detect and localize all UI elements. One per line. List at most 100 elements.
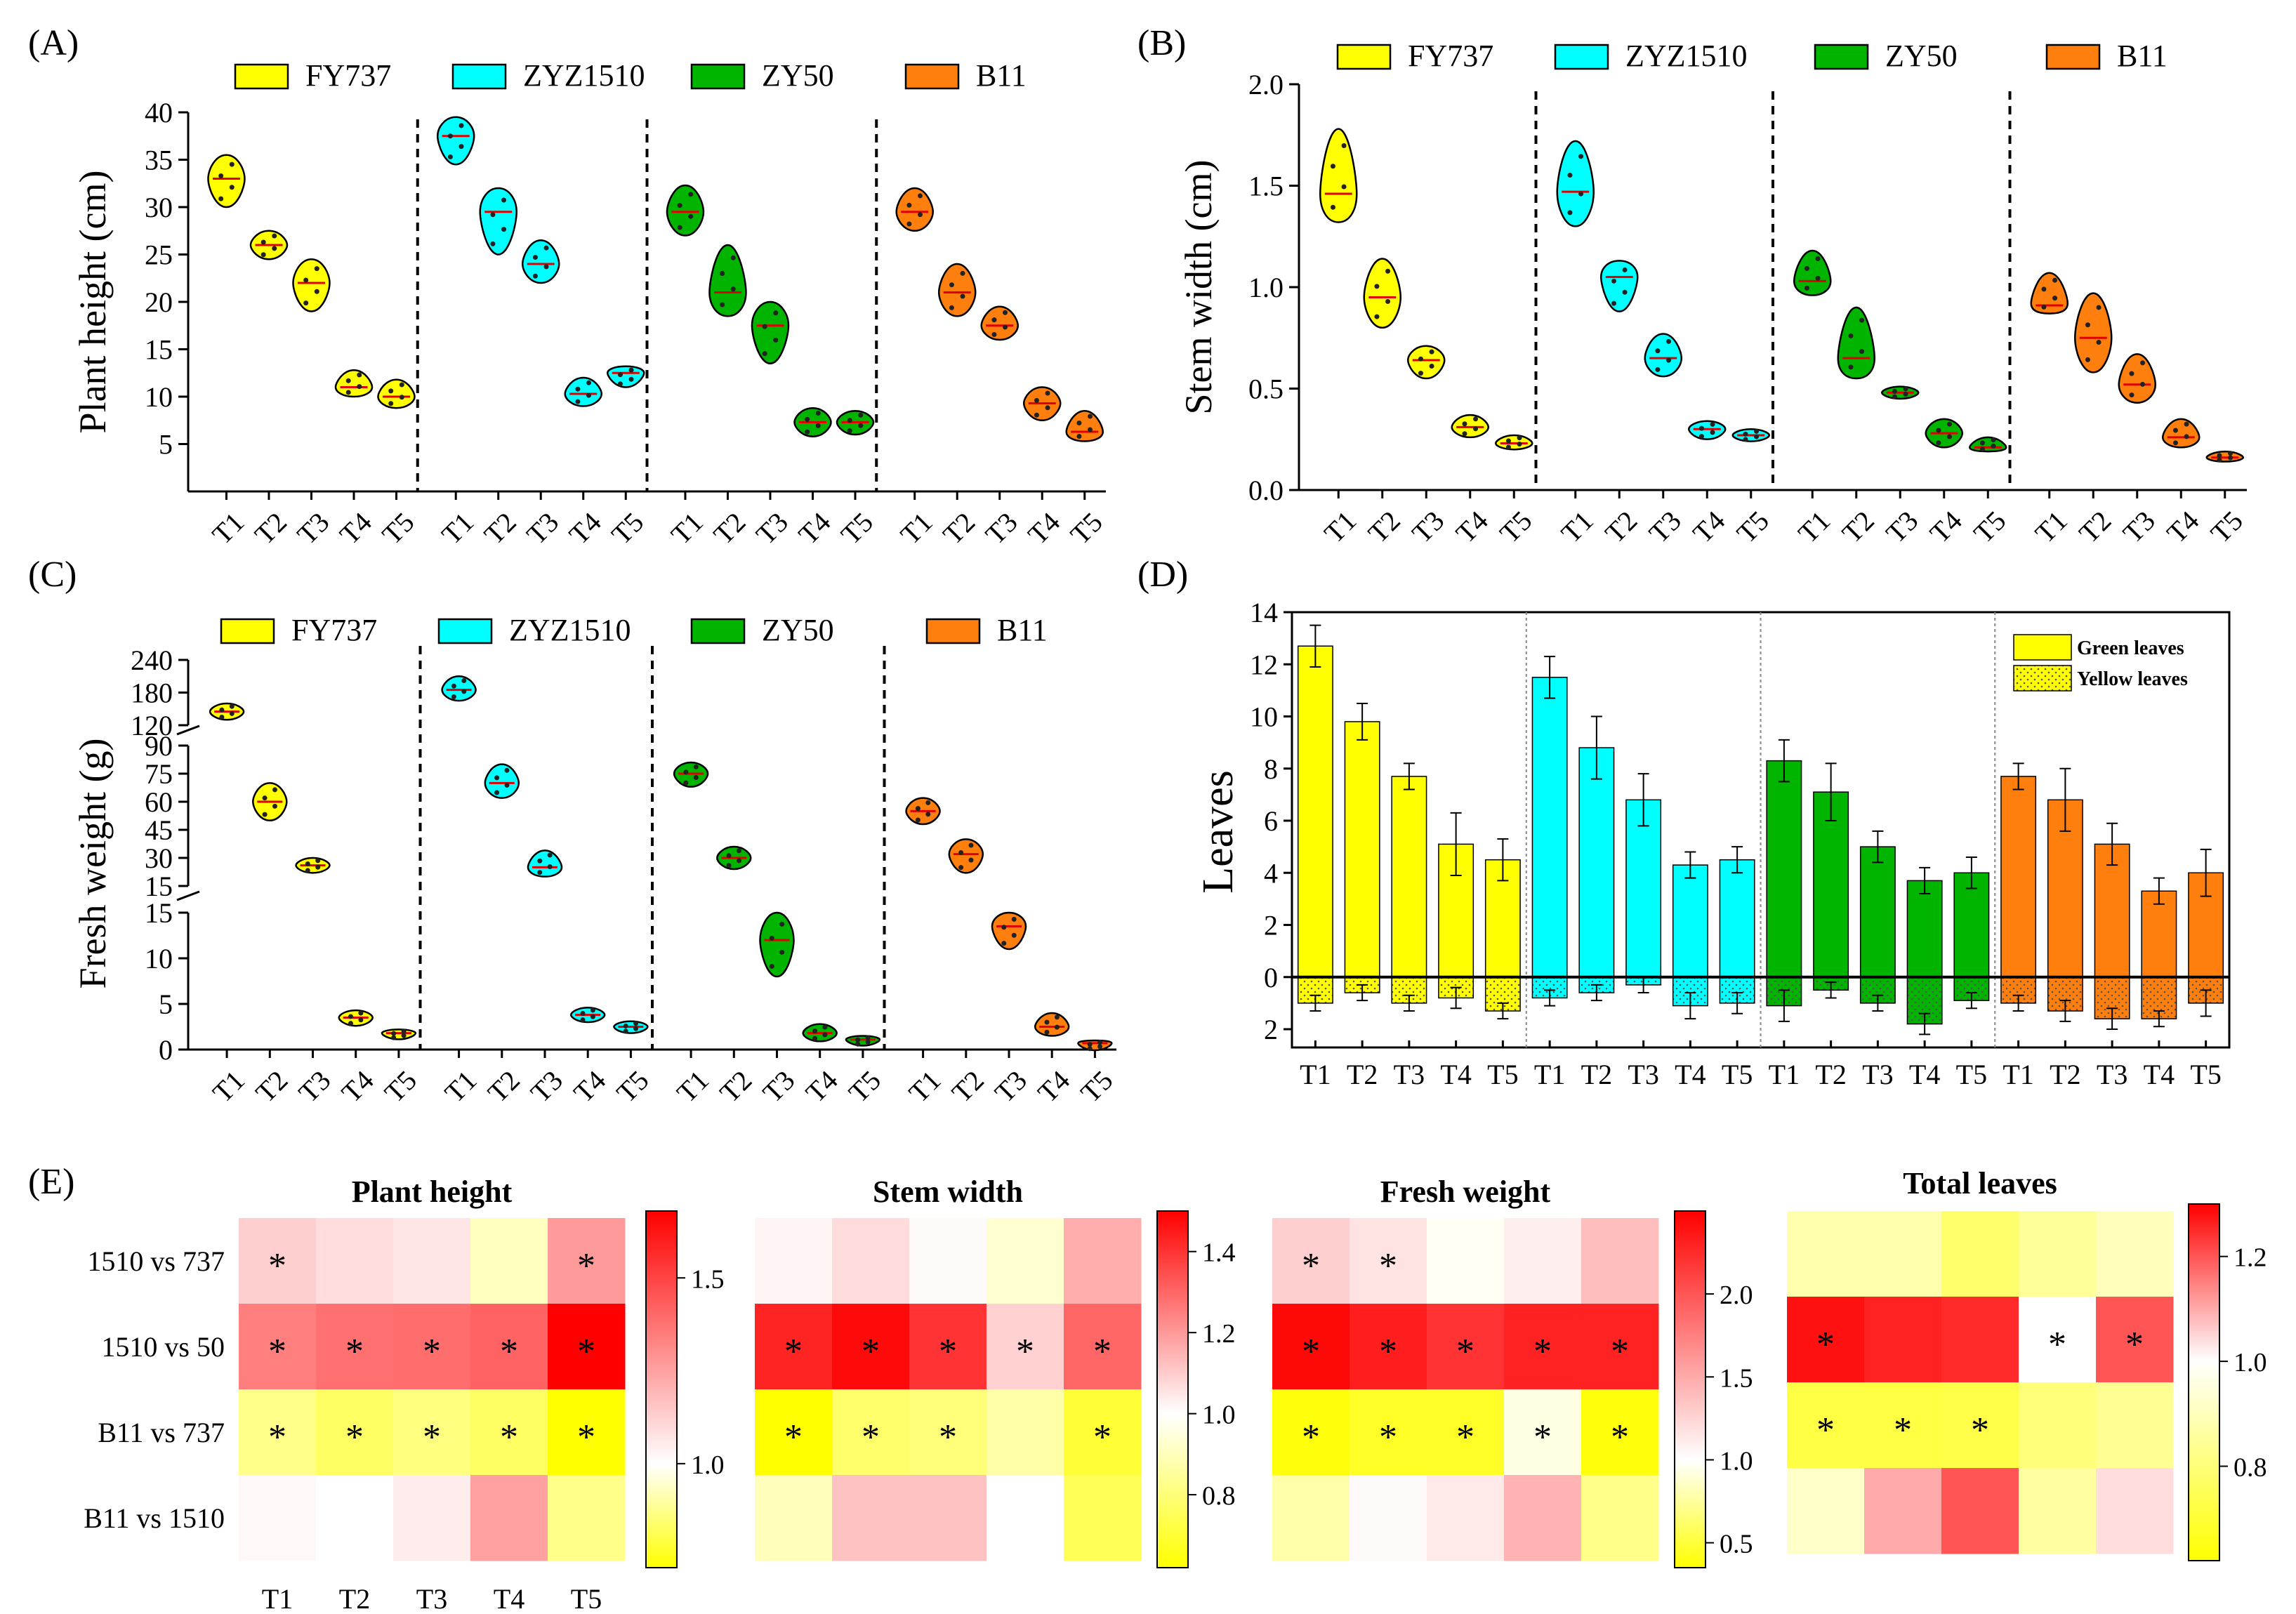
- violin-body: [1793, 249, 1832, 296]
- heatmap-cell: [832, 1304, 910, 1390]
- violin-data-point: [537, 870, 543, 875]
- x-tick-label: T3: [2097, 1059, 2127, 1090]
- violin-data-point: [858, 423, 864, 428]
- heatmap-cell: [1427, 1389, 1505, 1476]
- violin-data-point: [461, 689, 467, 694]
- x-tick-label: T3: [756, 1064, 800, 1109]
- heatmap-cell: [548, 1475, 626, 1561]
- x-tick-label: T1: [895, 506, 939, 550]
- violin-ZY50: [1968, 436, 2007, 453]
- violin-data-point: [2217, 457, 2222, 463]
- x-tick-label: T5: [610, 1064, 654, 1109]
- violin-data-point: [451, 694, 456, 700]
- violin-data-point: [2041, 286, 2047, 292]
- significance-star: *: [862, 1332, 880, 1372]
- violin-FY737: [292, 258, 331, 312]
- violin-FY737: [381, 1028, 417, 1040]
- violin-data-point: [1903, 386, 1908, 392]
- heatmap-col-label: T4: [494, 1583, 524, 1614]
- significance-star: *: [345, 1332, 364, 1372]
- violin-data-point: [779, 921, 785, 927]
- significance-star: *: [784, 1332, 803, 1372]
- violin-body: [1319, 128, 1358, 223]
- violin-data-point: [693, 774, 699, 780]
- violin-ZYZ1510: [613, 1020, 649, 1034]
- violin-data-point: [1815, 256, 1821, 261]
- heatmap-cell: [909, 1475, 987, 1561]
- violin-data-point: [229, 710, 235, 716]
- violin-body: [751, 300, 790, 365]
- legend-label-ZYZ1510: ZYZ1510: [509, 613, 631, 647]
- significance-star: *: [1533, 1417, 1552, 1457]
- x-tick-label: T5: [605, 506, 649, 550]
- violin-data-point: [1754, 434, 1760, 439]
- heatmap-cell: [1064, 1304, 1142, 1390]
- violin-data-point: [1903, 391, 1908, 397]
- violin-data-point: [1505, 438, 1511, 444]
- heatmap-cell: [1504, 1389, 1582, 1476]
- heatmap-row-label: 1510 vs 737: [87, 1245, 225, 1277]
- heatmap-cell: [987, 1218, 1064, 1304]
- violin-data-point: [1567, 210, 1573, 216]
- violin-data-point: [865, 1039, 871, 1045]
- panel-D: 0 2 4 6 8 10 12 14 2 Leaves T1 T2 T3 T4 T5 T1 T2 T3 T4 T5 T1…: [1194, 597, 2231, 1090]
- legend-label-ZYZ1510: ZYZ1510: [523, 58, 645, 93]
- violin-data-point: [229, 161, 235, 167]
- violin-data-point: [1054, 1024, 1060, 1030]
- y-tick-label: 60: [145, 786, 173, 818]
- legend-swatch-ZYZ1510: [1554, 44, 1609, 70]
- violin-data-point: [1473, 416, 1479, 422]
- violin-body: [1599, 260, 1639, 312]
- legend-label-ZY50: ZY50: [1885, 39, 1958, 73]
- violin-data-point: [358, 1017, 364, 1023]
- significance-star: *: [862, 1417, 880, 1457]
- heatmap-cell: [1864, 1468, 1942, 1554]
- x-tick-label: T1: [1300, 1059, 1331, 1090]
- violin-data-point: [219, 715, 225, 720]
- heatmap-cell: [2096, 1382, 2174, 1469]
- violin-data-point: [906, 202, 912, 208]
- heatmap-cell: [1941, 1297, 2019, 1383]
- y-tick-label: 8: [1264, 753, 1278, 785]
- violin-data-point: [1076, 421, 1082, 426]
- violin-data-point: [1076, 434, 1082, 439]
- violin-data-point: [575, 399, 581, 404]
- heatmap-cell: [1581, 1475, 1659, 1561]
- heatmap-cell: [1787, 1297, 1865, 1383]
- x-tick-label: T3: [979, 506, 1024, 550]
- violin-data-point: [736, 858, 741, 864]
- violin-data-point: [960, 270, 965, 276]
- violin-data-point: [348, 1014, 353, 1019]
- violin-data-point: [949, 282, 954, 288]
- violin-data-point: [1385, 298, 1391, 304]
- y-tick-label: 120: [131, 710, 173, 741]
- bar-green-leaves: [1672, 864, 1708, 978]
- violin-data-point: [490, 241, 496, 246]
- bar-green-leaves: [1391, 776, 1427, 978]
- violin-data-point: [391, 1031, 397, 1036]
- heatmap-cell: [470, 1304, 548, 1390]
- significance-star: *: [1302, 1417, 1320, 1457]
- violin-data-point: [494, 790, 500, 795]
- violin-data-point: [305, 861, 310, 867]
- violin-data-point: [590, 1007, 595, 1013]
- heatmap-plant-height: Plant height * * * * * * * * * * * * 1.0 1.5: [239, 1175, 725, 1568]
- violin-body: [1406, 345, 1446, 380]
- heatmap-cell: [755, 1304, 833, 1390]
- heatmap-stem-width: Stem width * * * * * * * * * 0.8 1.0 1.2 1.4: [755, 1175, 1236, 1568]
- x-tick-label: T5: [1731, 505, 1775, 549]
- violin-body: [2030, 272, 2069, 315]
- heatmap-cell: [832, 1475, 910, 1561]
- x-tick-label: T1: [1792, 505, 1836, 549]
- y-tick-label: 2: [1264, 1014, 1278, 1045]
- violin-data-point: [1743, 437, 1748, 442]
- violin-data-point: [925, 800, 931, 805]
- violin-FY737: [207, 154, 246, 209]
- heatmap-cell: [1427, 1475, 1505, 1561]
- violin-data-point: [855, 1037, 861, 1043]
- y-tick-label: 6: [1264, 805, 1278, 837]
- x-tick-label: T1: [1534, 1059, 1565, 1090]
- violin-data-point: [1097, 1040, 1103, 1045]
- bar-green-leaves: [1578, 747, 1615, 978]
